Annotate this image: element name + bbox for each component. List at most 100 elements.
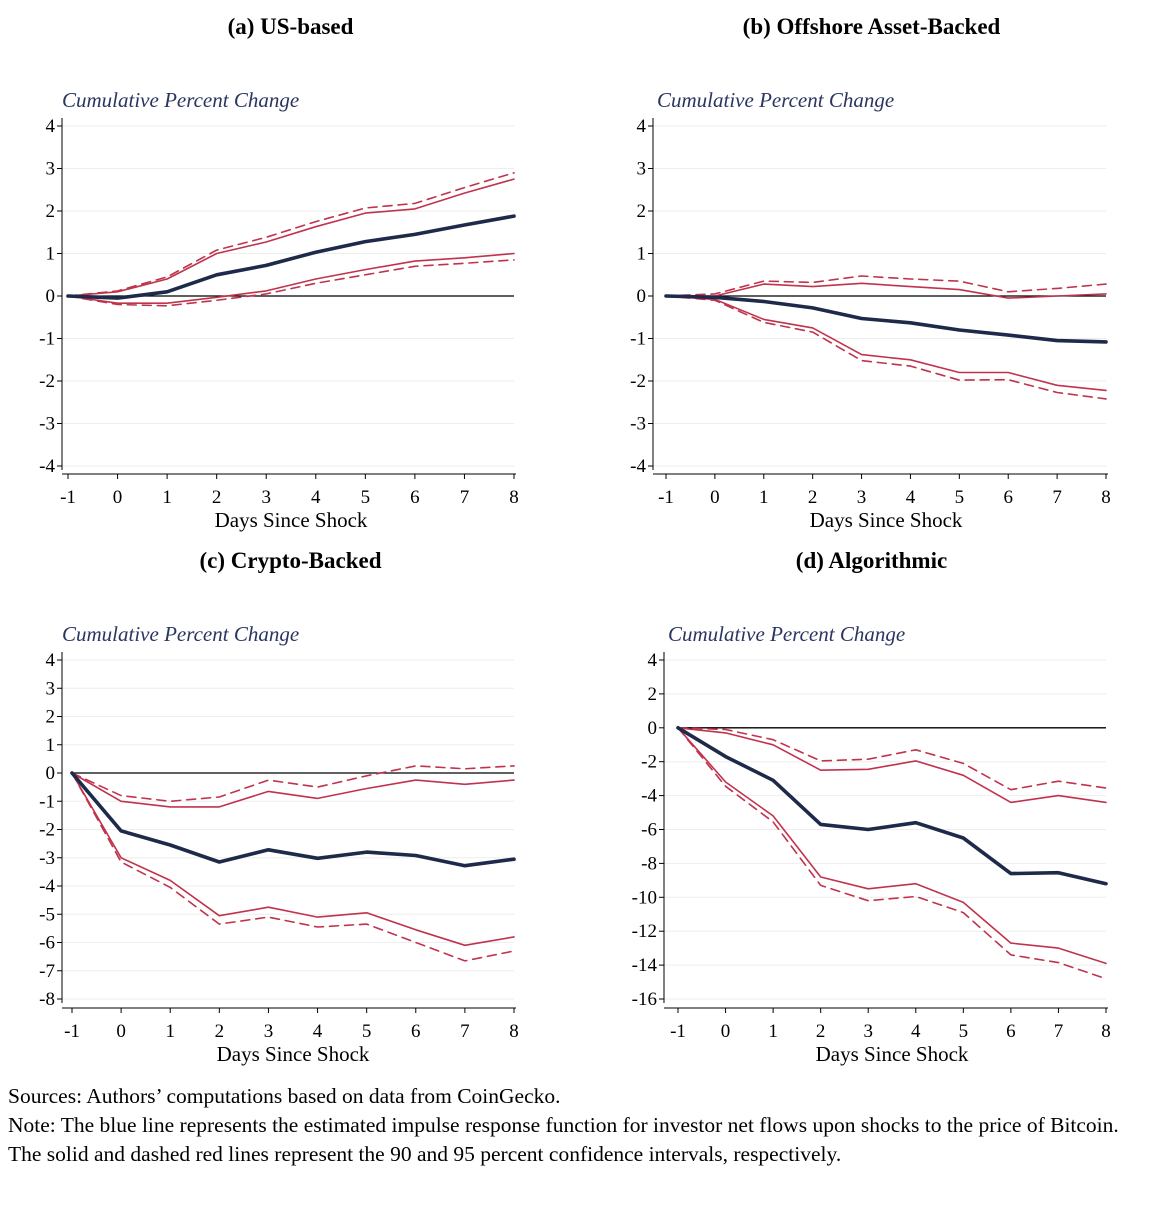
y-tick-label: 2 — [46, 707, 56, 728]
x-tick-label: -1 — [658, 487, 674, 508]
y-tick-label: -2 — [39, 820, 55, 841]
y-tick-label: -4 — [641, 786, 657, 807]
series-line-95-ci-upper — [71, 765, 515, 803]
x-axis-title: Days Since Shock — [215, 508, 368, 532]
series-line-impulse-response — [66, 214, 516, 300]
y-tick-label: -4 — [39, 876, 55, 897]
y-tick-label: -3 — [39, 848, 55, 869]
series-line-90-ci-lower — [677, 727, 1107, 965]
x-tick-label: 6 — [410, 487, 420, 508]
chart-panel-us-based: (a) US-based 4 3 2 1 0 -1 -2 -3 -4 -1 0 1 2 3 4 5 6 7 8 Cum… — [0, 0, 581, 540]
series-line-95-ci-upper — [67, 172, 515, 297]
x-tick-label: 8 — [509, 487, 519, 508]
y-tick-label: -7 — [39, 961, 55, 982]
x-tick-label: 3 — [863, 1021, 873, 1042]
y-tick-label: 2 — [648, 684, 658, 705]
y-axis-title: Cumulative Percent Change — [62, 88, 299, 112]
chart-panel-offshore-asset-backed: (b) Offshore Asset-Backed 4 3 2 1 0 -1 -2 -3 -4-… — [581, 0, 1162, 540]
x-tick-label: 6 — [411, 1021, 421, 1042]
x-tick-label: 3 — [857, 487, 867, 508]
x-tick-label: 7 — [460, 1021, 470, 1042]
y-tick-label: -2 — [630, 371, 646, 392]
y-tick-label: 4 — [648, 650, 658, 671]
series-line-90-ci-upper — [665, 282, 1107, 299]
x-tick-label: 5 — [955, 487, 965, 508]
y-tick-label: -16 — [632, 989, 657, 1010]
y-tick-label: 2 — [637, 201, 647, 222]
chart-panel-crypto-backed: (c) Crypto-Backed 4 3 2 1 0 -1 -2 -3 -4 -5 -6 -7 -8-… — [0, 534, 581, 1074]
y-tick-label: -14 — [632, 955, 658, 976]
y-tick-label: -4 — [39, 456, 55, 477]
panel-title: (d) Algorithmic — [795, 548, 948, 573]
x-tick-label: 4 — [911, 1021, 921, 1042]
x-axis-title: Days Since Shock — [217, 1042, 370, 1066]
x-tick-label: 1 — [162, 487, 172, 508]
panel-title: (b) Offshore Asset-Backed — [742, 14, 1001, 39]
x-tick-label: 8 — [1101, 487, 1111, 508]
x-tick-label: 1 — [768, 1021, 778, 1042]
x-tick-label: 6 — [1003, 487, 1013, 508]
x-tick-label: 8 — [509, 1021, 519, 1042]
y-tick-label: 1 — [46, 735, 56, 756]
description-note: Note: The blue line represents the estim… — [8, 1113, 1119, 1166]
x-tick-label: 4 — [311, 487, 321, 508]
x-tick-label: 2 — [215, 1021, 225, 1042]
y-tick-label: 3 — [637, 159, 647, 180]
y-tick-label: -6 — [641, 820, 657, 841]
x-tick-label: 2 — [816, 1021, 826, 1042]
series-line-90-ci-upper — [67, 178, 515, 297]
y-tick-label: 0 — [46, 763, 56, 784]
y-axis-title: Cumulative Percent Change — [62, 622, 299, 646]
y-tick-label: -2 — [39, 371, 55, 392]
panel-title: (a) US-based — [227, 14, 354, 39]
y-tick-label: -6 — [39, 933, 55, 954]
y-tick-label: -10 — [632, 887, 657, 908]
x-tick-label: 4 — [313, 1021, 323, 1042]
x-tick-label: 6 — [1006, 1021, 1016, 1042]
y-tick-label: -1 — [630, 329, 646, 350]
y-tick-label: -8 — [641, 853, 657, 874]
x-tick-label: 1 — [759, 487, 769, 508]
x-axis-title: Days Since Shock — [816, 1042, 969, 1066]
line-chart-crypto-backed: 4 3 2 1 0 -1 -2 -3 -4 -5 -6 -7 -8 -1 0 1 2 3 4 5 6 7 8 Cumulati… — [39, 622, 519, 1066]
series-line-95-ci-lower — [67, 259, 515, 307]
series-line-impulse-response — [70, 771, 516, 868]
figure-notes: Sources: Authors’ computations based on … — [8, 1082, 1153, 1169]
x-tick-label: 7 — [1052, 487, 1062, 508]
chart-panel-algorithmic: (d) Algorithmic 4 2 0 -2 -4 -6 -8 -10 -12 -14 -16-… — [581, 534, 1162, 1074]
y-tick-label: 0 — [46, 286, 56, 307]
series-line-90-ci-lower — [67, 252, 515, 305]
y-tick-label: -3 — [630, 414, 646, 435]
y-tick-label: -5 — [39, 904, 55, 925]
series-line-impulse-response — [664, 294, 1108, 344]
line-chart-algorithmic: 420-2-4-6-8-10-12-14-16-1 0 1 2 3 4 5 6 7 8Cumula… — [632, 622, 1111, 1066]
sources-note: Sources: Authors’ computations based on … — [8, 1084, 561, 1108]
x-tick-label: 7 — [460, 487, 470, 508]
series-line-95-ci-lower — [677, 727, 1107, 980]
y-axis-title: Cumulative Percent Change — [668, 622, 905, 646]
series-line-90-ci-upper — [677, 727, 1107, 804]
series-line-95-ci-lower — [665, 295, 1107, 400]
y-tick-label: 4 — [46, 650, 56, 671]
line-chart-offshore-asset-backed: 4 3 2 1 0 -1 -2 -3 -4 -1 0 1 2 3 4 5 6 7 8 Cumulative Perce… — [630, 88, 1111, 532]
x-tick-label: -1 — [670, 1021, 686, 1042]
y-tick-label: -4 — [630, 456, 646, 477]
x-tick-label: 5 — [959, 1021, 969, 1042]
x-tick-label: 0 — [721, 1021, 731, 1042]
series-line-90-ci-upper — [71, 772, 515, 808]
y-tick-label: -8 — [39, 989, 55, 1010]
x-tick-label: 8 — [1101, 1021, 1111, 1042]
y-tick-label: 0 — [637, 286, 647, 307]
panel-title: (c) Crypto-Backed — [199, 548, 382, 573]
x-axis-title: Days Since Shock — [810, 508, 963, 532]
y-tick-label: -2 — [641, 752, 657, 773]
y-tick-label: 1 — [46, 244, 56, 265]
x-tick-label: 7 — [1054, 1021, 1064, 1042]
x-tick-label: 0 — [113, 487, 123, 508]
x-tick-label: 5 — [362, 1021, 372, 1042]
y-axis-title: Cumulative Percent Change — [657, 88, 894, 112]
x-tick-label: 3 — [264, 1021, 274, 1042]
x-tick-label: 0 — [710, 487, 720, 508]
x-tick-label: -1 — [60, 487, 76, 508]
